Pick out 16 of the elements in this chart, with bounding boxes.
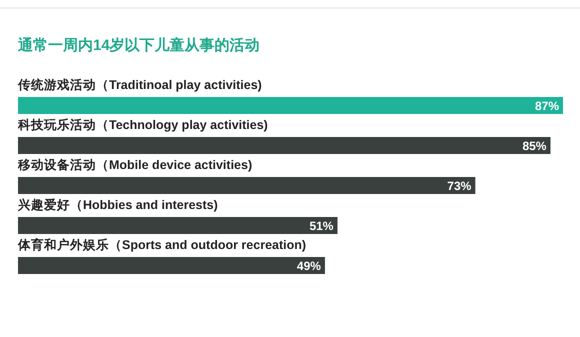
data-label: 49% <box>296 259 322 273</box>
data-label: 73% <box>447 179 472 193</box>
data-label: 85% <box>522 139 547 153</box>
y-tick-label: 兴趣爱好（Hobbies and interests) <box>17 197 218 212</box>
data-label: 51% <box>309 219 334 233</box>
y-tick-label: 移动设备活动（Mobile device activities) <box>17 158 252 172</box>
chart-title: 通常一周内14岁以下儿童从事的活动 <box>17 36 260 54</box>
y-tick-label: 科技玩乐活动（Technology play activities) <box>17 117 268 132</box>
bar <box>18 97 563 114</box>
bar <box>18 257 325 274</box>
bar <box>18 177 476 194</box>
data-label: 87% <box>534 99 560 113</box>
y-tick-label: 传统游戏活动（Traditinoal play activities) <box>17 77 262 92</box>
bar <box>18 137 550 154</box>
bar <box>18 217 338 234</box>
y-tick-label: 体育和户外娱乐（Sports and outdoor recreation) <box>17 237 306 252</box>
